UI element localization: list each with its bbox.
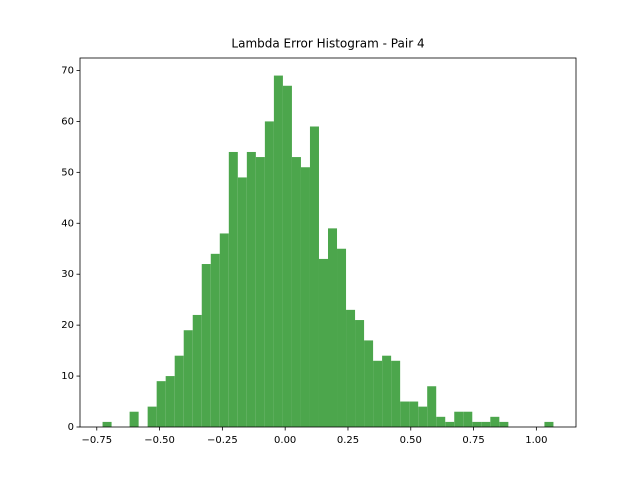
- bar: [355, 320, 365, 427]
- plot-frame: [79, 57, 577, 428]
- bar: [273, 75, 283, 428]
- bar: [282, 85, 292, 428]
- x-tick-label: 0.25: [337, 435, 359, 446]
- bar: [346, 309, 356, 427]
- bar: [544, 421, 554, 427]
- y-tick-label: 30: [61, 269, 74, 280]
- x-tick-label: 0.75: [462, 435, 484, 446]
- bar: [445, 421, 455, 427]
- bar: [463, 411, 473, 427]
- bar: [210, 253, 220, 427]
- bar: [291, 157, 301, 427]
- bar: [174, 355, 184, 427]
- bar: [490, 416, 500, 427]
- bar: [391, 360, 401, 427]
- x-tick-label: 0.50: [400, 435, 422, 446]
- y-tick-label: 20: [61, 320, 74, 331]
- x-tick-label: −0.50: [144, 435, 175, 446]
- bar: [201, 264, 211, 427]
- y-tick-label: 0: [68, 422, 74, 433]
- y-tick-label: 60: [61, 116, 74, 127]
- bar: [364, 340, 374, 427]
- bar: [318, 258, 328, 427]
- bar: [337, 248, 347, 427]
- y-tick-label: 40: [61, 218, 74, 229]
- x-tick-label: −0.75: [81, 435, 112, 446]
- bar: [237, 177, 247, 427]
- bar: [409, 401, 419, 427]
- bar: [192, 314, 202, 427]
- x-tick-label: 0.00: [274, 435, 296, 446]
- bar: [255, 157, 265, 427]
- bar: [436, 416, 446, 427]
- bar: [373, 360, 383, 427]
- bar: [328, 228, 338, 427]
- bar: [499, 421, 509, 427]
- bar: [102, 421, 112, 427]
- bar: [219, 233, 229, 427]
- x-tick-label: −0.25: [207, 435, 238, 446]
- y-tick-label: 10: [61, 371, 74, 382]
- bar: [454, 411, 464, 427]
- chart-title: Lambda Error Histogram - Pair 4: [231, 37, 424, 51]
- bar: [156, 381, 166, 427]
- bar: [400, 401, 410, 427]
- bar: [472, 421, 482, 427]
- bar: [309, 126, 319, 427]
- bar: [418, 406, 428, 427]
- bar: [246, 151, 256, 428]
- bar: [129, 411, 139, 427]
- y-tick-label: 70: [61, 65, 74, 76]
- bar: [165, 376, 175, 427]
- bar: [481, 421, 491, 427]
- x-tick-label: 1.00: [525, 435, 547, 446]
- bar: [228, 151, 238, 428]
- bar: [147, 406, 157, 427]
- bar: [300, 167, 310, 427]
- bar: [382, 355, 392, 427]
- bar: [427, 386, 437, 427]
- bar: [264, 121, 274, 427]
- y-tick-label: 50: [61, 167, 74, 178]
- bar: [183, 330, 193, 427]
